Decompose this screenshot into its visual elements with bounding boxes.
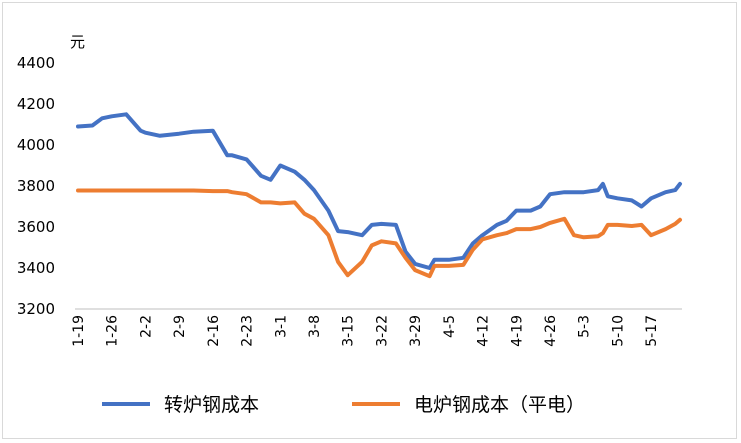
y-axis-ticks: 3200 3400 3600 3800 4000 4200 4400	[17, 54, 55, 318]
y-tick-label: 4000	[17, 136, 55, 154]
y-tick-label: 3600	[17, 218, 55, 236]
x-tick-label: 4-12	[476, 315, 492, 347]
y-tick-label: 4400	[17, 54, 55, 72]
x-tick-label: 3-8	[307, 315, 323, 338]
x-tick-label: 3-1	[273, 315, 289, 338]
x-tick-label: 4-5	[442, 315, 458, 338]
x-tick-label: 1-19	[71, 315, 87, 347]
x-tick-label: 4-26	[543, 315, 559, 347]
x-tick-label: 3-29	[408, 315, 424, 347]
x-tick-label: 5-3	[577, 315, 593, 338]
x-tick-label: 2-9	[172, 315, 188, 338]
x-tick-label: 5-10	[610, 315, 626, 347]
y-tick-label: 3200	[17, 300, 55, 318]
series-lines	[76, 112, 682, 279]
chart-frame	[2, 2, 737, 439]
y-unit-label: 元	[70, 33, 85, 51]
x-tick-label: 1-26	[105, 315, 121, 347]
x-axis-ticks: 1-19 1-26 2-2 2-9 2-16 2-23 3-1 3-8 3-15 3-22 3-29…	[71, 315, 660, 347]
x-tick-label: 2-23	[240, 315, 256, 347]
y-tick-label: 3400	[17, 259, 55, 277]
x-tick-label: 3-22	[374, 315, 390, 347]
legend: 转炉钢成本 电炉钢成本（平电）	[102, 394, 585, 416]
y-tick-label: 3800	[17, 177, 55, 195]
x-tick-label: 2-2	[138, 315, 154, 338]
x-tick-label: 2-16	[206, 315, 222, 347]
legend-label-series-1: 转炉钢成本	[164, 394, 259, 416]
series-line-1	[76, 112, 682, 270]
series-line-2	[76, 188, 682, 279]
legend-label-series-2: 电炉钢成本（平电）	[414, 394, 585, 416]
x-tick-label: 4-19	[509, 315, 525, 347]
x-tick-label: 3-15	[341, 315, 357, 347]
y-tick-label: 4200	[17, 95, 55, 113]
x-tick-label: 5-17	[644, 315, 660, 347]
